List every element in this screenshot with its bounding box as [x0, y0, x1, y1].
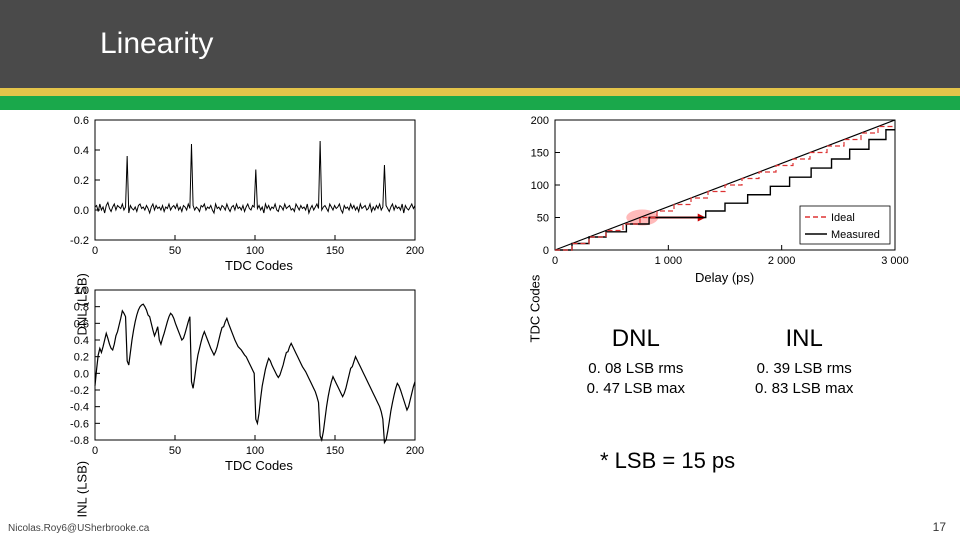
svg-text:50: 50: [537, 213, 549, 225]
dnl-metric-rms: 0. 08 LSB rms: [587, 359, 685, 379]
svg-text:200: 200: [406, 245, 424, 257]
svg-text:2 000: 2 000: [768, 255, 796, 267]
svg-text:100: 100: [246, 445, 264, 457]
header-stripe-yellow: [0, 88, 960, 96]
inl-metric-rms: 0. 39 LSB rms: [755, 359, 853, 379]
svg-text:0: 0: [552, 255, 558, 267]
metrics-block: DNL 0. 08 LSB rms 0. 47 LSB max INL 0. 3…: [520, 325, 920, 400]
dnl-chart: -0.20.00.20.40.6050100150200: [95, 120, 415, 240]
dnl-metric: DNL 0. 08 LSB rms 0. 47 LSB max: [587, 325, 685, 400]
svg-text:0.6: 0.6: [74, 318, 89, 330]
lsb-note: * LSB = 15 ps: [600, 448, 735, 474]
slide-title: Linearity: [100, 27, 213, 61]
svg-text:0.0: 0.0: [74, 368, 89, 380]
svg-text:0.4: 0.4: [74, 145, 89, 157]
svg-text:0.0: 0.0: [74, 205, 89, 217]
svg-text:0.2: 0.2: [74, 175, 89, 187]
svg-text:200: 200: [406, 445, 424, 457]
footer-email: Nicolas.Roy6@USherbrooke.ca: [8, 523, 149, 534]
svg-text:100: 100: [246, 245, 264, 257]
svg-text:100: 100: [531, 180, 549, 192]
dnl-xlabel: TDC Codes: [225, 258, 293, 273]
header-stripe-green: [0, 96, 960, 110]
inl-xlabel: TDC Codes: [225, 458, 293, 473]
svg-text:150: 150: [326, 445, 344, 457]
slide-header: Linearity: [0, 0, 960, 88]
inl-ylabel: INL (LSB): [75, 418, 90, 518]
inl-metric: INL 0. 39 LSB rms 0. 83 LSB max: [755, 325, 853, 400]
svg-text:0.4: 0.4: [74, 335, 89, 347]
svg-text:Measured: Measured: [831, 229, 880, 241]
svg-text:150: 150: [326, 245, 344, 257]
svg-text:0: 0: [543, 245, 549, 257]
svg-text:3 000: 3 000: [881, 255, 909, 267]
svg-text:0.2: 0.2: [74, 352, 89, 364]
inl-chart: -0.8-0.6-0.4-0.20.00.20.40.60.81.0050100…: [95, 290, 415, 440]
svg-text:-0.4: -0.4: [70, 402, 89, 414]
svg-text:Ideal: Ideal: [831, 212, 855, 224]
svg-text:50: 50: [169, 245, 181, 257]
inl-metric-title: INL: [755, 325, 853, 353]
page-number: 17: [933, 520, 946, 534]
svg-text:0.8: 0.8: [74, 302, 89, 314]
delay-xlabel: Delay (ps): [695, 270, 754, 285]
svg-text:1.0: 1.0: [74, 285, 89, 297]
svg-text:200: 200: [531, 115, 549, 127]
inl-metric-max: 0. 83 LSB max: [755, 379, 853, 399]
dnl-metric-title: DNL: [587, 325, 685, 353]
delay-chart: 05010015020001 0002 0003 000IdealMeasure…: [555, 120, 895, 250]
svg-text:50: 50: [169, 445, 181, 457]
svg-text:-0.2: -0.2: [70, 385, 89, 397]
svg-text:0: 0: [92, 245, 98, 257]
svg-text:0: 0: [92, 445, 98, 457]
slide-content: -0.20.00.20.40.6050100150200 DNL (LSB) T…: [0, 110, 960, 540]
svg-text:0.6: 0.6: [74, 115, 89, 127]
dnl-metric-max: 0. 47 LSB max: [587, 379, 685, 399]
svg-text:1 000: 1 000: [655, 255, 683, 267]
svg-text:150: 150: [531, 148, 549, 160]
